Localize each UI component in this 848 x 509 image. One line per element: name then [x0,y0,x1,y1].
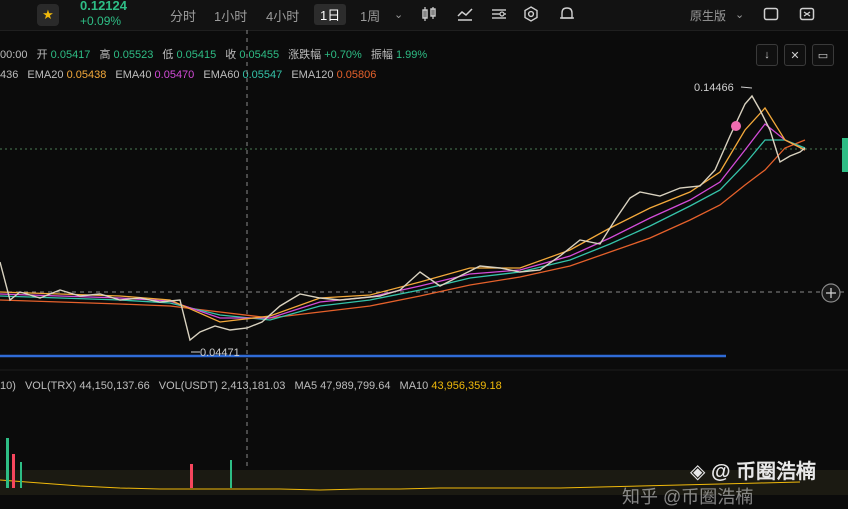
layout-icon[interactable]: ▭ [812,44,834,66]
tab-4h[interactable]: 4小时 [266,9,300,24]
price-axis-indicator [842,138,848,172]
change-label: 涨跌幅 [288,49,322,61]
ema20-value: 0.05438 [66,69,107,81]
tab-fenshi[interactable]: 分时 [170,9,197,24]
close-value: 0.05455 [239,49,280,61]
change-value: +0.70% [324,49,362,61]
low-value: 0.05415 [176,49,217,61]
high-value: 0.05523 [113,49,154,61]
vol-usdt-value: 2,413,181.03 [221,380,286,392]
chart-style-selector[interactable]: 原生版 [690,9,727,23]
tab-1w[interactable]: 1周 [360,9,381,24]
ema40-value: 0.05470 [154,69,195,81]
tab-1h[interactable]: 1小时 [214,9,248,24]
ema60-value: 0.05547 [242,69,283,81]
amplitude-label: 振幅 [370,49,393,61]
price-line [0,94,806,342]
price-change: +0.09% [80,14,122,28]
shrink-icon[interactable]: ✕ [784,44,806,66]
open-label: 开 [36,49,48,61]
tab-1d[interactable]: 1日 [314,4,347,25]
close-label: 收 [225,49,237,61]
drawing-icon[interactable] [488,4,510,24]
ema-first-value: 436 [0,69,19,81]
indicator-icon[interactable] [454,4,476,24]
download-icon[interactable]: ↓ [756,44,778,66]
ema-legend: 436 EMA20 0.05438 EMA40 0.05470 EMA60 0.… [0,69,376,81]
ema40-line [0,123,806,319]
ema40-label: EMA40 [115,69,152,81]
ma10-label: MA10 [399,380,429,392]
low-label: 低 [162,49,174,61]
ema120-value: 0.05806 [336,69,377,81]
star-icon[interactable]: ★ [37,4,59,26]
ema60-line [0,139,806,321]
current-price: 0.12124 [80,0,127,13]
ma10-value: 43,956,359.18 [431,380,502,392]
ohlc-time: 00:00 [0,49,28,61]
ema20-label: EMA20 [27,69,64,81]
ma5-label: MA5 [294,380,318,392]
watermark-secondary: 知乎 @币圈浩楠 [622,487,754,507]
ema120-line [0,139,806,319]
high-marker-line [740,86,753,89]
volume-prefix: 10) [0,380,16,392]
vol-usdt-label: VOL(USDT) [158,380,219,392]
fullscreen-icon[interactable] [796,4,818,24]
amplitude-value: 1.99% [395,49,428,61]
window-icon[interactable] [760,4,782,24]
crosshair-plus-icon[interactable] [821,283,841,303]
ema120-label: EMA120 [291,69,334,81]
chart-style-dropdown-icon[interactable]: ⌄ [735,9,745,21]
volume-legend: 10) VOL(TRX) 44,150,137.66 VOL(USDT) 2,4… [0,380,502,392]
candlestick-icon[interactable] [418,4,440,24]
open-value: 0.05417 [50,49,91,61]
low-annotation: 0.04471 [200,347,240,359]
ema20-line [0,106,806,323]
vol-trx-value: 44,150,137.66 [79,380,150,392]
vol-trx-label: VOL(TRX) [24,380,77,392]
high-label: 高 [99,49,111,61]
high-annotation: 0.14466 [694,82,734,94]
top-bar: ★ 0.12124 +0.09% 分时 1小时 4小时 1日 1周 ⌄ 原生版 … [0,0,848,31]
settings-icon[interactable] [520,4,542,24]
event-marker [731,121,741,131]
ma5-value: 47,989,799.64 [320,380,391,392]
timeframe-dropdown-icon[interactable]: ⌄ [394,9,404,21]
ohlc-info: 00:00 开 0.05417 高 0.05523 低 0.05415 收 0.… [0,46,427,62]
ema60-label: EMA60 [203,69,240,81]
watermark-primary: ◈ @ 币圈浩楠 [690,461,816,483]
alert-icon[interactable] [556,4,578,24]
